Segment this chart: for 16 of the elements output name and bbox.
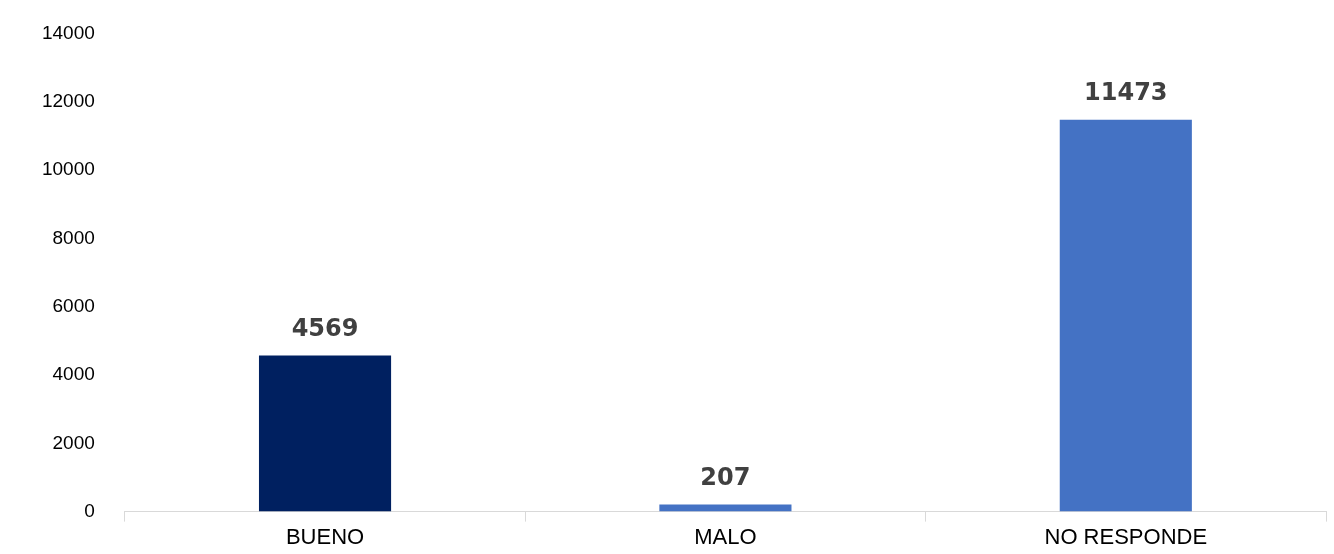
x-tick-label: MALO — [694, 523, 757, 549]
y-tick-label: 6000 — [52, 294, 95, 316]
y-tick-label: 2000 — [52, 431, 95, 453]
data-label: 11473 — [1084, 77, 1168, 106]
y-tick-label: 10000 — [41, 158, 95, 180]
data-label: 4569 — [291, 313, 359, 342]
bar — [258, 355, 392, 512]
y-tick-label: 8000 — [52, 226, 95, 248]
y-tick-label: 4000 — [52, 363, 95, 385]
y-tick-label: 14000 — [41, 21, 95, 43]
x-tick-label: NO RESPONDE — [1044, 523, 1208, 549]
bar — [1059, 119, 1192, 512]
y-tick-label: 0 — [84, 499, 95, 521]
data-label: 207 — [700, 462, 751, 491]
y-tick-label: 12000 — [41, 89, 95, 111]
x-tick-label: BUENO — [285, 523, 365, 549]
